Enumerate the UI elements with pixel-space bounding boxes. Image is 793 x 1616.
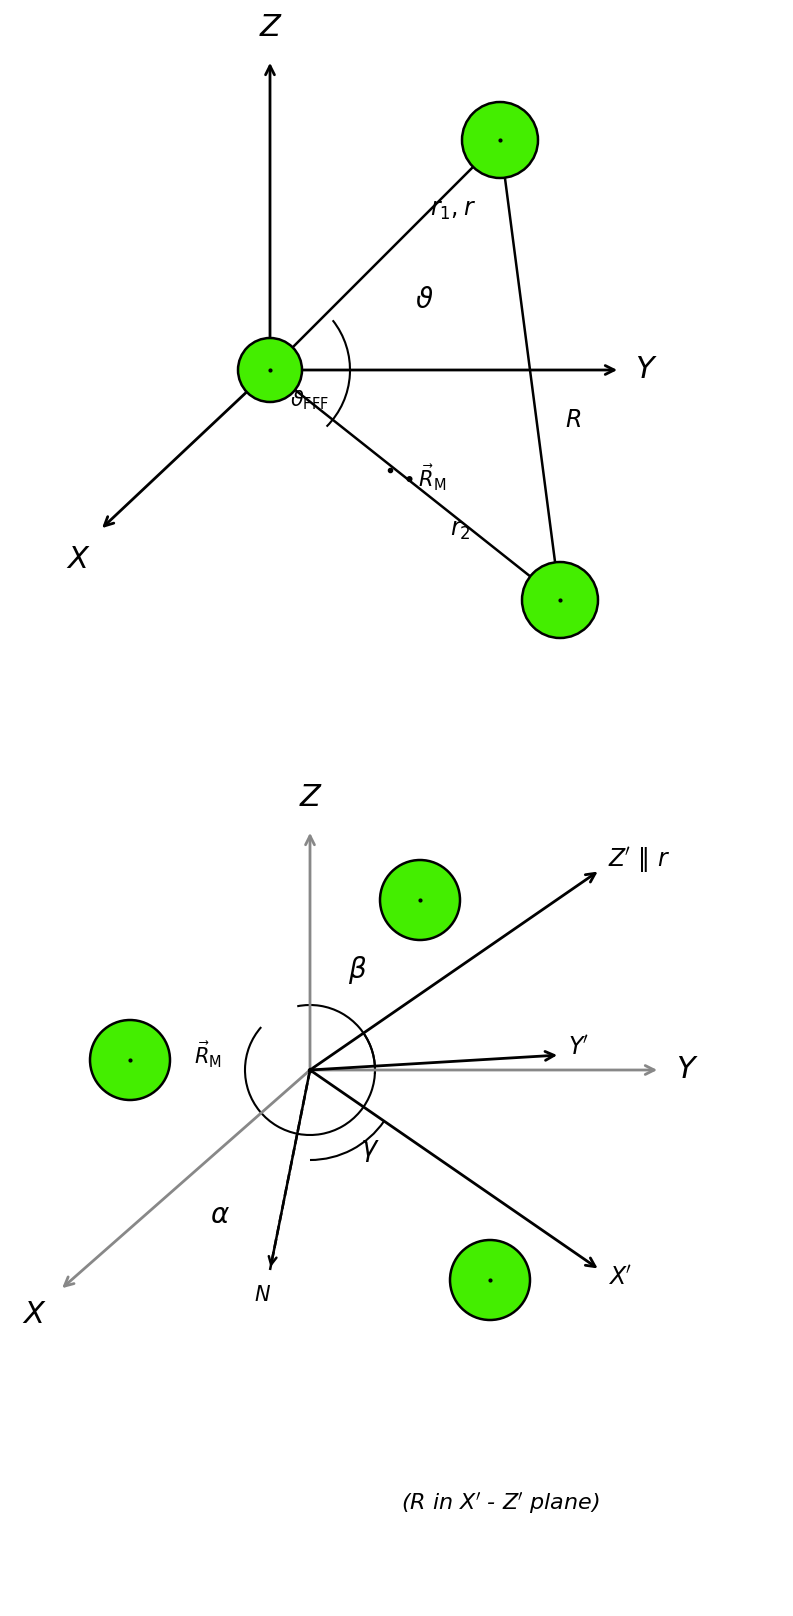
- Circle shape: [522, 562, 598, 638]
- Text: N: N: [255, 1285, 270, 1306]
- Text: $\vartheta$: $\vartheta$: [415, 286, 434, 314]
- Text: Y$'$: Y$'$: [568, 1036, 589, 1060]
- Text: Z: Z: [259, 13, 281, 42]
- Circle shape: [450, 1239, 530, 1320]
- Text: $\alpha$: $\alpha$: [210, 1201, 230, 1230]
- Text: $R$: $R$: [565, 407, 581, 431]
- Text: $\vec{R}_\mathrm{M}$: $\vec{R}_\mathrm{M}$: [194, 1039, 222, 1070]
- Text: X: X: [67, 545, 88, 574]
- Text: ($R$ in X$'$ - Z$'$ plane): ($R$ in X$'$ - Z$'$ plane): [400, 1490, 600, 1516]
- Text: $\gamma$: $\gamma$: [360, 1136, 380, 1164]
- Text: X: X: [23, 1299, 44, 1328]
- Circle shape: [238, 338, 302, 402]
- Text: X$'$: X$'$: [608, 1265, 632, 1290]
- Circle shape: [462, 102, 538, 178]
- Circle shape: [380, 860, 460, 941]
- Text: $\bullet\,\vec{R}_\mathrm{M}$: $\bullet\,\vec{R}_\mathrm{M}$: [402, 462, 446, 493]
- Circle shape: [90, 1020, 170, 1100]
- Text: Y: Y: [635, 356, 653, 385]
- Text: $\vartheta_\mathrm{FFF}$: $\vartheta_\mathrm{FFF}$: [290, 388, 329, 412]
- Text: $\beta$: $\beta$: [348, 953, 367, 986]
- Text: Y: Y: [676, 1055, 695, 1084]
- Text: Z$'$ $\|$ $r$: Z$'$ $\|$ $r$: [608, 845, 670, 874]
- Text: Z: Z: [300, 784, 320, 811]
- Text: $r_1, r$: $r_1, r$: [430, 199, 476, 221]
- Text: $r_2$: $r_2$: [450, 519, 470, 541]
